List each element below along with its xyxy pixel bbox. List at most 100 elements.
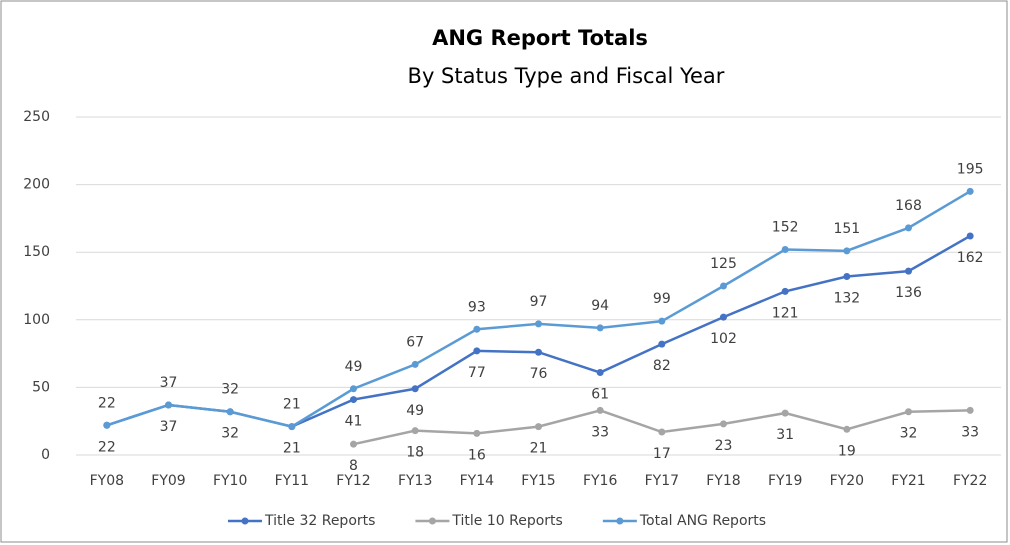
y-tick-label: 50: [32, 379, 50, 395]
data-label: 49: [406, 403, 424, 419]
point: [535, 423, 542, 431]
data-label: 77: [468, 365, 486, 381]
point: [781, 287, 789, 295]
data-label: 41: [345, 414, 363, 430]
x-tick-label: FY19: [768, 473, 802, 489]
data-label: 23: [715, 438, 733, 454]
point: [720, 420, 727, 428]
point: [350, 385, 357, 393]
point: [473, 429, 481, 437]
point: [165, 401, 172, 409]
point: [720, 282, 727, 290]
data-label: 162: [957, 250, 984, 266]
x-tick-label: FY09: [151, 473, 185, 489]
point: [843, 425, 851, 433]
point: [658, 428, 666, 436]
point: [658, 340, 666, 348]
point: [411, 427, 419, 435]
x-tick-label: FY22: [953, 473, 987, 489]
legend-marker: [241, 517, 249, 525]
data-label: 21: [283, 441, 301, 457]
point: [103, 421, 111, 429]
x-tick-label: FY16: [583, 473, 618, 489]
y-tick-label: 0: [41, 447, 50, 463]
point: [781, 245, 789, 253]
point: [596, 406, 604, 414]
data-label: 125: [710, 256, 737, 272]
point: [350, 396, 357, 404]
chart-title: ANG Report Totals: [432, 26, 648, 50]
data-label: 67: [406, 334, 424, 350]
x-tick-label: FY13: [398, 473, 432, 489]
data-label: 22: [98, 439, 116, 455]
legend-label: Total ANG Reports: [639, 513, 766, 529]
data-label: 37: [160, 375, 178, 391]
data-label: 8: [349, 458, 358, 474]
point: [350, 440, 357, 448]
x-tick-label: FY15: [521, 473, 555, 489]
x-tick-label: FY17: [645, 473, 679, 489]
x-tick-label: FY12: [336, 473, 370, 489]
data-label: 21: [530, 441, 548, 457]
data-label: 61: [591, 387, 609, 403]
point: [905, 224, 912, 232]
data-label: 16: [468, 447, 486, 463]
data-label: 94: [591, 298, 609, 314]
point: [966, 187, 974, 195]
data-label: 152: [772, 219, 799, 235]
point: [596, 324, 604, 332]
x-tick-label: FY14: [460, 473, 495, 489]
data-label: 151: [833, 221, 860, 237]
point: [905, 408, 912, 416]
point: [596, 369, 604, 377]
data-label: 195: [957, 161, 984, 177]
point: [288, 423, 296, 431]
data-label: 136: [895, 285, 922, 301]
data-label: 19: [838, 443, 856, 459]
x-tick-label: FY08: [90, 473, 124, 489]
legend-label: Title 10 Reports: [451, 513, 562, 529]
data-label: 18: [406, 445, 424, 461]
y-tick-label: 250: [23, 109, 50, 125]
point: [720, 313, 727, 321]
point: [781, 409, 789, 417]
legend-marker: [428, 517, 436, 525]
legend-label: Title 32 Reports: [264, 513, 375, 529]
point: [535, 320, 542, 328]
chart-subtitle: By Status Type and Fiscal Year: [408, 64, 725, 88]
y-tick-label: 150: [23, 244, 50, 260]
data-label: 32: [900, 426, 918, 442]
data-label: 22: [98, 395, 116, 411]
x-tick-label: FY21: [891, 473, 925, 489]
legend-marker: [616, 517, 624, 525]
point: [843, 273, 851, 281]
data-label: 121: [772, 305, 799, 321]
data-label: 82: [653, 358, 671, 374]
point: [473, 347, 481, 355]
point: [843, 247, 851, 255]
data-label: 99: [653, 291, 671, 307]
data-label: 33: [591, 424, 609, 440]
data-label: 76: [530, 366, 548, 382]
x-tick-label: FY18: [706, 473, 740, 489]
data-label: 32: [221, 426, 239, 442]
point: [535, 348, 542, 356]
point: [411, 385, 419, 393]
data-label: 33: [961, 424, 979, 440]
point: [966, 406, 974, 414]
data-label: 21: [283, 397, 301, 413]
data-label: 102: [710, 331, 737, 347]
point: [658, 317, 666, 325]
data-label: 93: [468, 299, 486, 315]
data-label: 37: [160, 419, 178, 435]
x-tick-label: FY11: [275, 473, 309, 489]
data-label: 17: [653, 446, 671, 462]
point: [226, 408, 234, 416]
point: [905, 267, 912, 275]
x-tick-label: FY10: [213, 473, 247, 489]
x-tick-label: FY20: [830, 473, 864, 489]
y-tick-label: 100: [23, 312, 50, 328]
point: [411, 360, 419, 368]
